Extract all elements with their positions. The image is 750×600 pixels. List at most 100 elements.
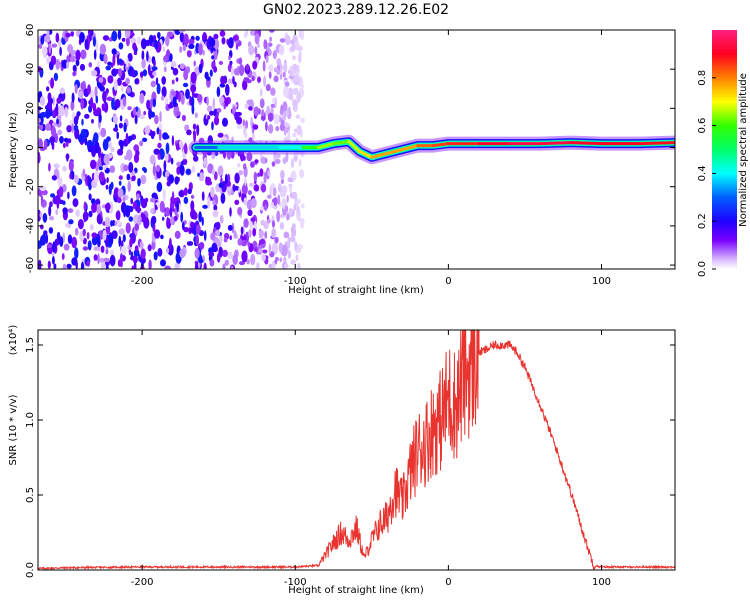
noise-speckle — [282, 244, 288, 257]
noise-speckle — [241, 250, 248, 263]
noise-speckle — [128, 216, 134, 222]
noise-speckle — [178, 140, 184, 149]
noise-speckle — [139, 71, 144, 78]
noise-speckle — [243, 131, 248, 138]
spectrogram-x-label: Height of straight line (km) — [288, 285, 424, 296]
noise-speckle — [103, 53, 108, 65]
noise-speckle — [159, 111, 162, 123]
noise-speckle — [264, 204, 268, 212]
noise-speckle — [252, 124, 259, 130]
noise-speckle — [105, 184, 109, 190]
noise-speckle — [208, 251, 215, 257]
noise-speckle — [250, 161, 255, 168]
noise-speckle — [56, 97, 62, 104]
noise-speckle — [213, 116, 220, 126]
noise-speckle — [76, 111, 81, 117]
noise-speckle — [283, 263, 289, 269]
ridge-core-segment — [347, 140, 362, 153]
noise-speckle — [178, 93, 181, 103]
noise-speckle — [66, 263, 72, 269]
noise-speckle — [245, 120, 249, 129]
noise-speckle — [274, 159, 281, 164]
noise-speckle — [147, 244, 152, 252]
noise-speckle — [120, 139, 124, 151]
noise-speckle — [186, 129, 192, 136]
noise-speckle — [182, 158, 188, 165]
noise-speckle — [238, 57, 243, 65]
noise-speckle — [80, 261, 85, 269]
noise-speckle — [193, 60, 196, 67]
noise-speckle — [243, 218, 249, 228]
noise-speckle — [104, 203, 111, 211]
noise-speckle — [202, 49, 205, 56]
noise-speckle — [91, 69, 98, 77]
y-tick-label: -60 — [25, 257, 36, 273]
noise-speckle — [45, 109, 51, 119]
noise-speckle — [282, 157, 287, 165]
noise-speckle — [118, 228, 125, 236]
noise-speckle — [253, 171, 258, 182]
noise-speckle — [150, 208, 155, 214]
noise-speckle — [134, 114, 138, 125]
noise-speckle — [296, 91, 301, 103]
noise-speckle — [148, 259, 152, 269]
noise-speckle — [215, 221, 221, 230]
noise-speckle — [129, 238, 133, 248]
noise-speckle — [246, 99, 253, 105]
noise-speckle — [79, 32, 85, 43]
noise-speckle — [268, 243, 272, 254]
noise-speckle — [97, 253, 100, 265]
noise-speckle — [181, 114, 186, 122]
noise-speckle — [292, 132, 297, 138]
noise-speckle — [154, 229, 161, 239]
noise-speckle — [90, 159, 97, 170]
noise-speckle — [91, 119, 94, 124]
noise-speckle — [46, 86, 50, 92]
noise-speckle — [67, 44, 73, 53]
noise-speckle — [151, 215, 157, 225]
x-tick-label: -200 — [131, 276, 154, 287]
noise-speckle — [252, 60, 258, 70]
noise-speckle — [106, 177, 109, 184]
noise-speckle — [115, 210, 121, 221]
noise-speckle — [236, 163, 241, 168]
noise-speckle — [120, 201, 127, 214]
noise-speckle — [99, 85, 105, 92]
colorbar-ticks: 0.0 0.2 0.4 0.6 0.8 — [697, 70, 716, 277]
noise-speckle — [169, 237, 172, 250]
noise-speckle — [166, 31, 174, 38]
noise-speckle — [202, 204, 209, 209]
noise-speckle — [68, 160, 74, 172]
noise-speckle — [294, 241, 298, 252]
noise-speckle — [206, 76, 211, 81]
noise-speckle — [50, 126, 57, 137]
noise-speckle — [93, 49, 97, 60]
noise-speckle — [68, 219, 74, 225]
noise-speckle — [182, 82, 189, 88]
noise-speckle — [265, 55, 269, 63]
noise-speckle — [150, 111, 155, 118]
noise-speckle — [69, 173, 73, 180]
noise-speckle — [72, 64, 77, 72]
noise-speckle — [287, 238, 291, 249]
noise-speckle — [217, 165, 224, 176]
noise-speckle — [271, 220, 276, 228]
noise-speckle — [170, 157, 174, 165]
noise-speckle — [237, 238, 243, 246]
noise-speckle — [166, 217, 170, 226]
noise-speckle — [67, 208, 74, 214]
noise-speckle — [279, 62, 283, 75]
noise-speckle — [135, 106, 139, 112]
noise-speckle — [42, 212, 48, 223]
noise-speckle — [59, 236, 64, 247]
noise-speckle — [228, 37, 234, 49]
noise-speckle — [46, 101, 53, 111]
noise-speckle — [77, 219, 84, 230]
noise-speckle — [105, 249, 109, 255]
x-tick-label: 0 — [445, 276, 451, 287]
noise-speckle — [296, 262, 301, 269]
snr-y-scale-note: (x10⁴) — [8, 325, 19, 356]
noise-speckle — [300, 220, 305, 229]
noise-speckle — [268, 64, 274, 72]
noise-speckle — [250, 217, 256, 222]
